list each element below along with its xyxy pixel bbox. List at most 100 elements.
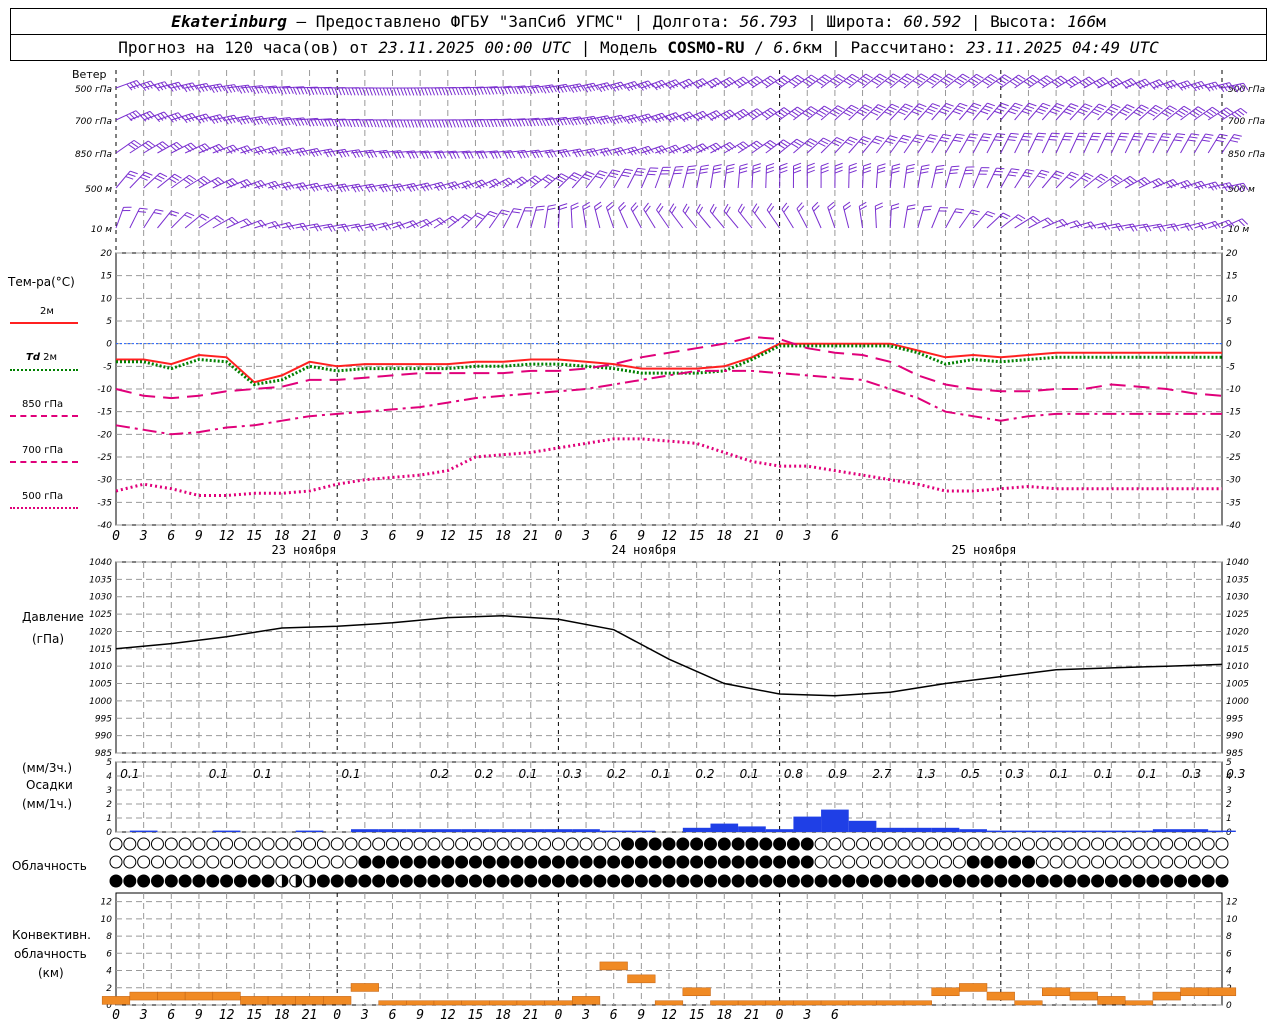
wind-barb-feather bbox=[1051, 108, 1060, 113]
wind-barb-shaft bbox=[281, 147, 304, 154]
wind-barb-shaft bbox=[862, 73, 880, 89]
wind-barb-feather bbox=[848, 169, 857, 174]
wind-barb-feather bbox=[1191, 84, 1197, 92]
wind-barb-feather bbox=[900, 108, 909, 113]
wind-barb-shaft bbox=[834, 136, 851, 154]
wind-barb-feather bbox=[766, 169, 774, 174]
wind-barb-feather bbox=[1024, 108, 1033, 112]
wind-barb-shaft bbox=[1110, 132, 1122, 154]
wind-barb-shaft bbox=[337, 183, 359, 189]
wind-barb-feather bbox=[1021, 110, 1030, 115]
precip-bar bbox=[516, 829, 545, 832]
wind-barb-shaft bbox=[724, 108, 744, 121]
wind-barb-shaft bbox=[461, 179, 483, 189]
wind-barb-shaft bbox=[710, 109, 731, 121]
wind-barb-feather bbox=[358, 87, 363, 96]
wind-barb-feather bbox=[143, 113, 150, 121]
wind-barb-feather bbox=[665, 115, 672, 123]
wind-barb-feather bbox=[341, 184, 347, 192]
wind-barb-feather bbox=[271, 182, 278, 189]
cloud-cover-circle bbox=[1077, 855, 1091, 869]
wind-barb-feather bbox=[514, 119, 519, 127]
wind-barb-feather bbox=[1232, 85, 1238, 93]
wind-barb-shaft bbox=[1111, 223, 1134, 229]
wind-barb-feather bbox=[641, 82, 648, 90]
wind-barb-feather bbox=[1062, 138, 1071, 141]
wind-barb-shaft bbox=[558, 172, 575, 189]
temp-ytick-right: 5 bbox=[1226, 317, 1232, 327]
wind-barb-feather bbox=[582, 205, 591, 211]
wind-barb-feather bbox=[713, 164, 722, 167]
wind-barb-feather bbox=[188, 174, 197, 181]
wind-barb-feather bbox=[154, 84, 160, 92]
wind-barb-feather bbox=[804, 142, 813, 148]
wind-barb-feather bbox=[810, 106, 818, 112]
temp-hour-label: 9 bbox=[195, 529, 203, 544]
wind-barb-feather bbox=[711, 206, 717, 215]
cloud-cover-circle bbox=[994, 837, 1008, 851]
temp-ytick-left: -10 bbox=[97, 385, 112, 395]
wind-barb-feather bbox=[500, 119, 505, 128]
wind-barb-feather bbox=[1220, 111, 1228, 117]
wind-barb-feather bbox=[541, 118, 547, 127]
wind-barb-feather bbox=[1201, 139, 1210, 142]
wind-barb-feather bbox=[971, 105, 979, 110]
wind-barb-shaft bbox=[530, 206, 538, 229]
wind-barb-shaft bbox=[420, 181, 442, 189]
wind-barb-feather bbox=[495, 178, 502, 186]
wind-barb-feather bbox=[620, 114, 627, 123]
wind-barb-feather bbox=[828, 205, 836, 211]
pressure-ytick-right: 1015 bbox=[1226, 645, 1249, 655]
wind-barb-feather bbox=[832, 109, 840, 115]
wind-barb-feather bbox=[1194, 108, 1203, 114]
cloud-cover-circle bbox=[869, 874, 883, 888]
temp-ytick-left: -5 bbox=[103, 362, 112, 372]
wind-barb-feather bbox=[472, 87, 477, 96]
wind-barb-shaft bbox=[793, 138, 811, 154]
wind-barb-shaft bbox=[737, 140, 757, 154]
wind-barb-feather bbox=[1060, 75, 1068, 82]
wind-barb-shaft bbox=[862, 135, 877, 154]
precip-3h-total: 2.7 bbox=[872, 767, 891, 781]
cloud-cover-circle bbox=[150, 874, 164, 888]
wind-barb-feather bbox=[361, 87, 366, 96]
wind-barb-feather bbox=[1105, 135, 1114, 138]
temp-ytick-left: -15 bbox=[97, 408, 112, 418]
wind-barb-feather bbox=[382, 184, 388, 192]
wind-barb-shaft bbox=[903, 103, 920, 121]
wind-barb-shaft bbox=[281, 182, 304, 189]
cloud-cover-circle bbox=[524, 855, 538, 869]
cloud-cover-circle bbox=[413, 837, 427, 851]
wind-barb-feather bbox=[455, 119, 460, 128]
wind-barb-feather bbox=[906, 207, 916, 211]
cloud-cover-circle bbox=[316, 837, 330, 851]
precip-bar bbox=[406, 829, 434, 832]
precip-ytick-right: 1 bbox=[1226, 814, 1232, 824]
wind-barb-feather bbox=[1147, 111, 1155, 117]
wind-barb-feather bbox=[752, 166, 761, 171]
wind-barb-shaft bbox=[267, 181, 290, 189]
temp-ytick-right: -30 bbox=[1226, 476, 1241, 486]
wind-barb-feather bbox=[542, 178, 550, 184]
pressure-ytick-right: 990 bbox=[1226, 732, 1243, 742]
wind-barb-feather bbox=[237, 117, 243, 125]
wind-barb-shaft bbox=[972, 74, 991, 89]
wind-barb-feather bbox=[372, 183, 378, 192]
cloud-cover-circle bbox=[206, 874, 220, 888]
wind-barb-feather bbox=[475, 182, 482, 189]
cloud-cover-circle bbox=[952, 837, 966, 851]
cloud-cover-circle bbox=[565, 837, 579, 851]
precip-bar bbox=[544, 829, 573, 832]
wind-barb-feather bbox=[586, 171, 595, 175]
wind-barb-shaft bbox=[1152, 223, 1175, 229]
wind-barb-feather bbox=[1049, 110, 1058, 115]
wind-barb-feather bbox=[1119, 111, 1128, 116]
wind-barb-feather bbox=[916, 134, 925, 138]
wind-barb-feather bbox=[941, 136, 950, 140]
wind-barb-shaft bbox=[1097, 223, 1120, 229]
wind-barb-shaft bbox=[1124, 176, 1145, 189]
wind-barb-feather bbox=[274, 180, 281, 188]
wind-barb-shaft bbox=[185, 82, 207, 89]
wind-barb-feather bbox=[645, 205, 651, 213]
wind-barb-feather bbox=[365, 185, 371, 193]
